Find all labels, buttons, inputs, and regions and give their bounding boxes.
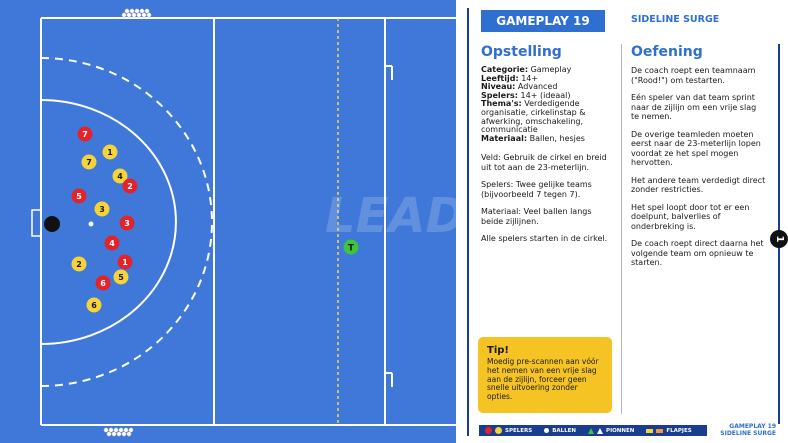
- legend-cones-label: PIONNEN: [606, 427, 635, 434]
- setup-paragraph: Veld: Gebruik de cirkel en breid uit tot…: [481, 153, 607, 172]
- player-number: 3: [124, 219, 130, 228]
- exercise-paragraph: Het spel loopt door tot er een doelpunt,…: [631, 202, 750, 231]
- footer-line2: SIDELINE SURGE: [720, 429, 776, 437]
- meta-value: Ballen, hesjes: [527, 133, 585, 143]
- exercise-paragraph: De overige teamleden moeten eerst naar d…: [631, 129, 761, 168]
- meta-row: Spelers: 14+ (ideaal): [481, 90, 611, 101]
- drill-title: SIDELINE SURGE: [631, 14, 720, 25]
- player-number: 4: [109, 239, 115, 248]
- player-number: 6: [100, 279, 106, 288]
- player-number: 7: [82, 130, 88, 139]
- yellow-player-marker: [102, 144, 118, 160]
- meta-row: Categorie: Gameplay: [481, 65, 611, 75]
- exercise-paragraph: Eén speler van dat team sprint naar de z…: [631, 93, 757, 121]
- player-number: 5: [118, 273, 124, 282]
- setup-paragraph: Materiaal: Veel ballen langs beide zijli…: [481, 207, 592, 226]
- page-number-badge: 1: [770, 230, 788, 248]
- yellow-player-marker: [113, 269, 129, 285]
- field-surface: [0, 0, 456, 443]
- tip-title: Tip!: [487, 345, 509, 356]
- player-number: 2: [76, 260, 82, 269]
- flag-orange-icon: [656, 428, 664, 433]
- lead-watermark: LEAD: [325, 188, 456, 244]
- meta-value: 14+: [518, 73, 539, 83]
- red-player-marker: [119, 215, 135, 231]
- coach-label: T: [348, 244, 355, 254]
- meta-label: Leeftijd:: [481, 73, 519, 83]
- column-separator: [621, 44, 622, 414]
- flag-yellow-icon: [646, 428, 654, 433]
- cone-green-icon: [588, 427, 595, 434]
- meta-label: Thema's:: [481, 99, 522, 109]
- footer-id: GAMEPLAY 19 SIDELINE SURGE: [720, 423, 776, 437]
- column-divider: [467, 8, 469, 436]
- meta-label: Materiaal:: [481, 133, 528, 143]
- player-number: 5: [76, 192, 82, 201]
- footer-line1: GAMEPLAY 19: [729, 423, 776, 430]
- exercise-paragraph: Het andere team verdedigt direct zonder …: [631, 175, 766, 195]
- red-player-marker: [104, 235, 120, 251]
- meta-value: Verdedigende organisatie, cirkelinstap &…: [481, 99, 586, 135]
- setup-paragraph: Spelers: Twee gelijke teams (bijvoorbeel…: [481, 180, 592, 199]
- ball-stack-top: [121, 8, 152, 18]
- meta-value: Gameplay: [528, 65, 572, 74]
- coach-marker: [343, 239, 359, 255]
- yellow-player-marker: [71, 256, 87, 272]
- yellow-player-marker: [81, 154, 97, 170]
- player-number: 3: [99, 205, 105, 214]
- exercise-paragraph: De coach roept een teamnaam ("Rood!") om…: [631, 66, 756, 85]
- exercise-column: Oefening De coach roept een teamnaam ("R…: [631, 44, 766, 276]
- yellow-player-marker: [86, 297, 102, 313]
- field-lines: [31, 17, 456, 426]
- meta-value: Advanced: [515, 82, 558, 92]
- meta-label: Categorie:: [481, 65, 529, 74]
- ball-marker: [88, 221, 94, 227]
- setup-paragraph: Alle spelers starten in de cirkel.: [481, 234, 608, 244]
- legend-flags-label: FLAPJES: [666, 427, 692, 434]
- red-player-marker: [117, 254, 133, 270]
- meta-row: Materiaal: Ballen, hesjes: [481, 133, 611, 144]
- player-number: 1: [122, 258, 128, 267]
- red-player-marker: [77, 126, 93, 142]
- setup-heading: Opstelling: [481, 44, 562, 60]
- yellow-player-marker: [112, 168, 128, 184]
- cone-white-icon: [597, 427, 604, 434]
- player-number: 1: [107, 148, 113, 157]
- exercise-paragraph: De coach roept direct daarna het volgend…: [631, 239, 764, 267]
- meta-label: Niveau:: [481, 82, 516, 92]
- gameplay-tab: GAMEPLAY 19: [481, 10, 605, 32]
- legend-players-label: SPELERS: [505, 427, 533, 434]
- setup-meta: Categorie: Gameplay Leeftijd: 14+ Niveau…: [481, 65, 611, 144]
- red-player-marker: [122, 178, 138, 194]
- ball-icon: [544, 428, 550, 433]
- red-player-marker: [95, 275, 111, 291]
- player-number: 4: [117, 172, 123, 181]
- meta-label: Spelers:: [481, 90, 518, 100]
- meta-row: Leeftijd: 14+: [481, 73, 611, 84]
- goalkeeper-marker: [44, 216, 60, 232]
- legend-balls-label: BALLEN: [552, 427, 577, 434]
- player-number: 6: [91, 301, 97, 310]
- red-player-marker: [71, 188, 87, 204]
- tip-text: Moedig pre-scannen aan vóór het nemen va…: [487, 357, 599, 402]
- player-number: 7: [86, 158, 92, 167]
- tip-box: Tip! Moedig pre-scannen aan vóór het nem…: [478, 337, 612, 413]
- red-player-icon: [485, 427, 492, 434]
- exercise-heading: Oefening: [631, 44, 703, 60]
- legend-bar: SPELERS BALLEN PIONNEN FLAPJES: [479, 425, 707, 436]
- setup-column: Opstelling Categorie: Gameplay Leeftijd:…: [481, 44, 611, 252]
- yellow-player-icon: [495, 427, 502, 434]
- yellow-player-marker: [94, 201, 110, 217]
- player-number: 2: [127, 182, 133, 191]
- ball-stack-bottom: [103, 427, 134, 437]
- meta-row: Thema's: Verdedigende organisatie, cirke…: [481, 100, 611, 134]
- meta-value: 14+ (ideaal): [518, 90, 571, 100]
- meta-row: Niveau: Advanced: [481, 82, 611, 92]
